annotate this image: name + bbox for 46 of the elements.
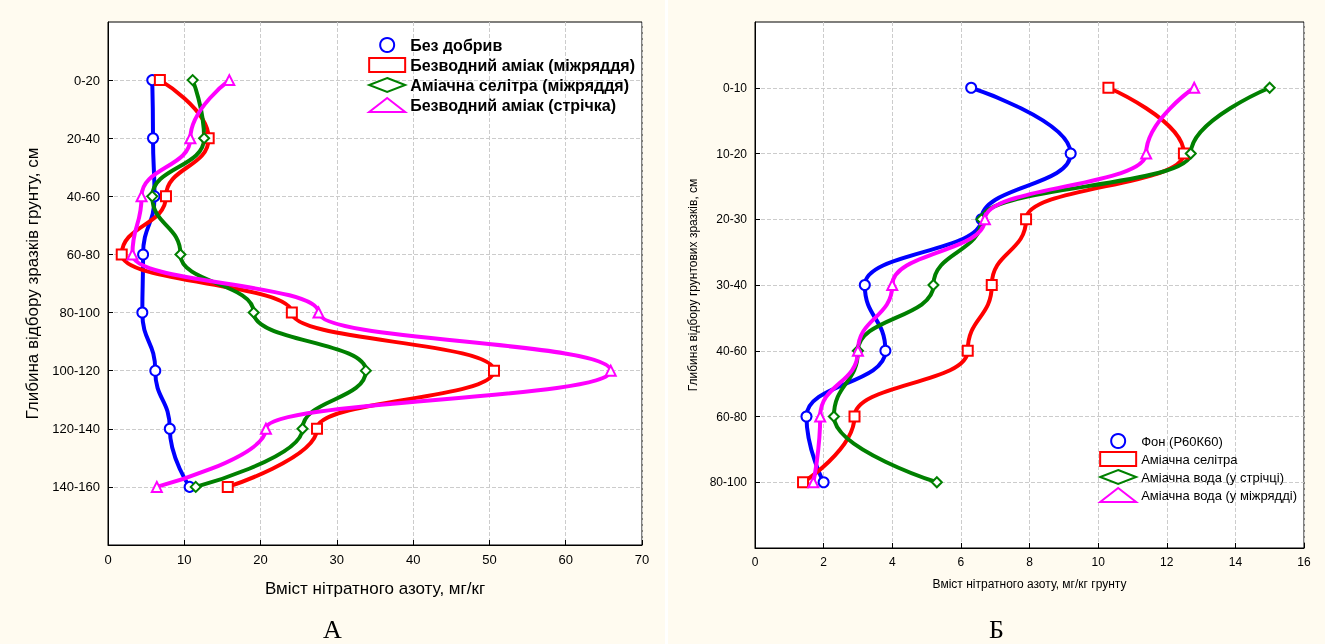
y-tick-label: 30-40 bbox=[716, 278, 748, 292]
x-tick-label: 12 bbox=[1160, 555, 1174, 569]
y-tick-label: 0-20 bbox=[73, 72, 100, 88]
legend-label: Аміачна селітра (міжряддя) bbox=[410, 76, 629, 94]
legend-label: Аміачна селітра bbox=[1141, 451, 1239, 467]
x-tick-label: 60 bbox=[558, 552, 573, 567]
legend-label: Без добрив bbox=[410, 36, 503, 54]
y-tick-label: 10-20 bbox=[716, 146, 748, 161]
x-tick-label: 50 bbox=[482, 552, 497, 567]
x-tick-label: 40 bbox=[405, 552, 421, 567]
legend-label: Фон (Р60К60) bbox=[1141, 433, 1223, 449]
x-tick-label: 10 bbox=[1091, 555, 1106, 569]
y-tick-label: 80-100 bbox=[709, 475, 748, 490]
y-tick-label: 140-160 bbox=[52, 479, 100, 495]
y-tick-label: 100-120 bbox=[52, 363, 100, 379]
y-tick-label: 120-140 bbox=[52, 421, 100, 437]
x-tick-label: 6 bbox=[957, 555, 965, 569]
legend-label: Аміачна вода (у міжрядді) bbox=[1141, 487, 1297, 503]
y-tick-label: 60-80 bbox=[66, 246, 100, 262]
y-tick-label: 40-60 bbox=[716, 343, 748, 358]
x-tick-label: 14 bbox=[1228, 555, 1243, 569]
x-tick-label: 16 bbox=[1297, 555, 1311, 569]
legend-label: Безводний аміак (стрічка) bbox=[410, 96, 616, 114]
x-axis-title: Вміст нітратного азоту, мг/кг грунту bbox=[932, 577, 1127, 591]
x-tick-label: 4 bbox=[888, 555, 896, 569]
x-tick-label: 0 bbox=[104, 552, 112, 567]
x-axis-title: Вміст нітратного азоту, мг/кг bbox=[264, 579, 486, 598]
y-axis-title: Глибина відбору зразків грунту, см bbox=[23, 147, 43, 420]
x-tick-label: 70 bbox=[634, 552, 650, 567]
y-tick-label: 80-100 bbox=[59, 305, 100, 321]
legend-label: Безводний аміак (міжряддя) bbox=[410, 56, 636, 74]
text: Б bbox=[989, 614, 1004, 644]
y-tick-label: 40-60 bbox=[66, 188, 100, 204]
x-tick-label: 10 bbox=[177, 552, 192, 567]
x-tick-label: 2 bbox=[820, 555, 828, 569]
x-tick-label: 8 bbox=[1026, 555, 1034, 569]
x-tick-label: 30 bbox=[329, 552, 345, 567]
x-tick-label: 0 bbox=[751, 555, 759, 569]
x-tick-label: 20 bbox=[253, 552, 268, 567]
y-tick-label: 0-10 bbox=[722, 80, 748, 95]
y-tick-label: 20-30 bbox=[716, 212, 748, 227]
y-tick-label: 60-80 bbox=[716, 409, 748, 424]
text: А bbox=[323, 614, 343, 644]
y-axis-title: Глибина відбору грунтових зразків, см bbox=[685, 178, 700, 392]
legend-label: Аміачна вода (у стрічці) bbox=[1141, 469, 1284, 485]
y-tick-label: 20-40 bbox=[66, 130, 100, 146]
